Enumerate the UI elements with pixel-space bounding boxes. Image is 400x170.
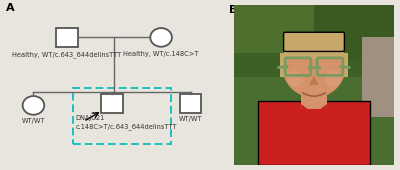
Text: WT/WT: WT/WT	[179, 116, 202, 122]
FancyBboxPatch shape	[101, 94, 123, 113]
Circle shape	[282, 34, 346, 98]
Bar	[280, 53, 288, 77]
Circle shape	[325, 71, 341, 87]
Circle shape	[287, 71, 303, 87]
FancyBboxPatch shape	[180, 94, 201, 113]
Text: Healthy, WT/c.148C>T: Healthy, WT/c.148C>T	[123, 51, 199, 57]
FancyBboxPatch shape	[284, 32, 344, 52]
Bar	[234, 5, 314, 53]
Wedge shape	[282, 33, 346, 66]
FancyBboxPatch shape	[258, 101, 370, 165]
Polygon shape	[309, 75, 319, 85]
FancyBboxPatch shape	[56, 28, 78, 47]
Bar	[340, 53, 348, 77]
Bar	[301, 80, 327, 109]
Bar	[314, 5, 394, 61]
Bar	[362, 37, 394, 117]
Text: Healthy, WT/c.643_644delinsTTT: Healthy, WT/c.643_644delinsTTT	[12, 51, 122, 58]
Polygon shape	[314, 104, 327, 120]
Text: A: A	[6, 3, 14, 13]
Text: B: B	[229, 5, 237, 15]
Text: DNAJC21
c.148C>T/c.643_644delinsTTT: DNAJC21 c.148C>T/c.643_644delinsTTT	[76, 115, 177, 130]
Bar	[287, 59, 341, 74]
Bar	[234, 5, 394, 77]
Circle shape	[23, 96, 44, 115]
Polygon shape	[301, 104, 314, 120]
Circle shape	[150, 28, 172, 47]
Text: WT/WT: WT/WT	[22, 118, 45, 124]
